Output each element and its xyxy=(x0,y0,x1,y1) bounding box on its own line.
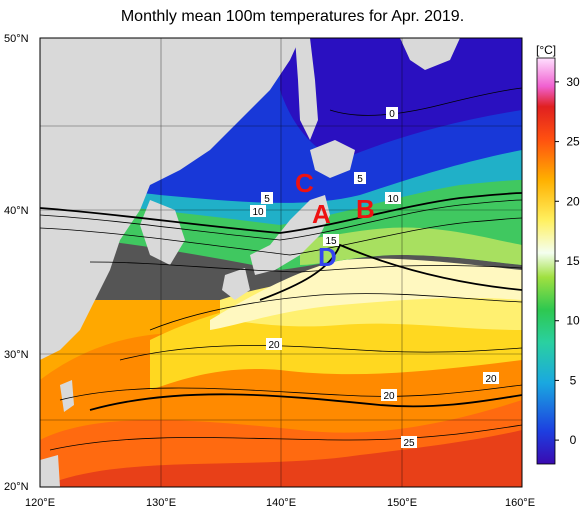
isotherm-label-20: 20 xyxy=(381,389,397,402)
marker-b: B xyxy=(356,194,375,224)
colorbar-tick-label: 20 xyxy=(566,194,580,208)
colorbar-tick-label: 0 xyxy=(570,433,577,447)
hokkaido-landmass xyxy=(310,140,355,178)
latitude-axis: 50°N 40°N 30°N 20°N xyxy=(4,33,29,493)
graticule xyxy=(40,38,522,487)
svg-text:15: 15 xyxy=(325,236,337,247)
lat-label-50: 50°N xyxy=(4,33,29,45)
lon-label-120: 120°E xyxy=(25,497,55,509)
isotherm-label-5: 5 xyxy=(261,192,273,205)
lon-label-140: 140°E xyxy=(266,497,296,509)
isotherm-label-5: 5 xyxy=(354,172,366,185)
svg-text:20: 20 xyxy=(268,340,280,351)
lon-label-130: 130°E xyxy=(146,497,176,509)
isotherm-label-10: 10 xyxy=(250,205,266,218)
colorbar-tick-label: 15 xyxy=(566,254,580,268)
lat-label-30: 30°N xyxy=(4,349,29,361)
colorbar-tick-label: 10 xyxy=(566,314,580,328)
korea-landmass xyxy=(140,200,185,265)
isotherm-lines xyxy=(40,87,522,451)
colorbar-gradient xyxy=(536,57,556,465)
svg-text:10: 10 xyxy=(387,194,399,205)
marker-c: C xyxy=(295,168,314,198)
isotherm-label-10: 10 xyxy=(385,192,401,205)
svg-text:5: 5 xyxy=(264,194,270,205)
asia-landmass xyxy=(40,38,300,360)
colorbar-tick-label: 30 xyxy=(566,75,580,89)
lon-label-160: 160°E xyxy=(505,497,535,509)
japan-landmass xyxy=(250,195,330,275)
lat-label-40: 40°N xyxy=(4,205,29,217)
colorbar-unit: [°C] xyxy=(536,43,556,57)
marker-d: D xyxy=(318,242,337,272)
region-markers: A B C D xyxy=(295,168,375,272)
marker-a: A xyxy=(312,199,331,229)
svg-text:10: 10 xyxy=(252,207,264,218)
isotherm-label-20: 20 xyxy=(266,338,282,351)
svg-text:0: 0 xyxy=(389,109,395,120)
lat-label-20: 20°N xyxy=(4,481,29,493)
svg-text:20: 20 xyxy=(383,391,395,402)
isotherm-label-0: 0 xyxy=(386,107,398,120)
svg-text:25: 25 xyxy=(403,438,415,449)
map-title: Monthly mean 100m temperatures for Apr. … xyxy=(120,8,465,25)
colorbar: [°C] 30 25 20 15 10 5 0 xyxy=(536,43,580,465)
isotherm-label-20: 20 xyxy=(483,372,499,385)
isotherm-label-25: 25 xyxy=(401,436,417,449)
colorbar-tick-label: 25 xyxy=(566,135,580,149)
lon-label-150: 150°E xyxy=(387,497,417,509)
colorbar-tick-label: 5 xyxy=(570,373,577,387)
isotherm-labels: 0 5 10 5 10 15 20 20 20 25 xyxy=(250,107,499,449)
svg-text:5: 5 xyxy=(357,174,363,185)
longitude-axis: 120°E 130°E 140°E 150°E 160°E xyxy=(25,497,535,509)
isotherm-label-15: 15 xyxy=(323,234,339,247)
svg-text:20: 20 xyxy=(485,374,497,385)
